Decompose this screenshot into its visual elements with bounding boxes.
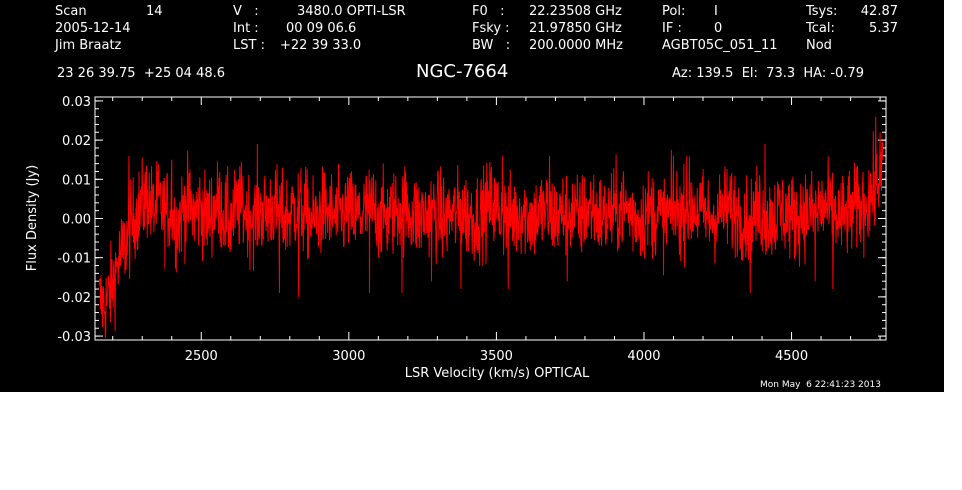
tcal-label: Tcal: bbox=[806, 21, 835, 36]
f0-label: F0 : bbox=[472, 4, 505, 19]
date-text: 2005-12-14 bbox=[55, 21, 131, 36]
y-tick-label: -0.03 bbox=[57, 330, 91, 345]
y-tick-label: -0.02 bbox=[57, 291, 91, 306]
y-axis-label: Flux Density (Jy) bbox=[25, 165, 40, 271]
y-tick-label: -0.01 bbox=[57, 252, 91, 267]
y-tick-label: 0.03 bbox=[62, 95, 91, 110]
y-tick-label: 0.02 bbox=[62, 134, 91, 149]
scan-label: Scan bbox=[55, 4, 87, 19]
x-tick-label: 3000 bbox=[332, 349, 365, 364]
observer-text: Jim Braatz bbox=[55, 38, 122, 53]
x-tick-label: 4000 bbox=[627, 349, 660, 364]
bw-label: BW : bbox=[472, 38, 511, 53]
int-value: 00 09 06.6 bbox=[286, 21, 357, 36]
project-id: AGBT05C_051_11 bbox=[662, 38, 778, 53]
spectrum-line bbox=[98, 116, 884, 339]
spectrum-chart: -0.03 -0.02 -0.01 0.00 0.01 0.02 0.03 2500 3000… bbox=[25, 95, 887, 381]
source-coords: 23 26 39.75 +25 04 48.6 bbox=[57, 66, 226, 81]
switching-mode: Nod bbox=[806, 38, 832, 53]
y-tick-label: 0.01 bbox=[62, 173, 91, 188]
y-tick-label: 0.00 bbox=[62, 213, 91, 228]
x-axis-label: LSR Velocity (km/s) OPTICAL bbox=[405, 366, 590, 381]
lst-label: LST : bbox=[233, 38, 265, 53]
pol-label: Pol: bbox=[662, 4, 686, 19]
az-el-ha: Az: 139.5 El: 73.3 HA: -0.79 bbox=[672, 66, 864, 81]
x-tick-label: 3500 bbox=[480, 349, 513, 364]
x-tick-label: 2500 bbox=[185, 349, 218, 364]
plot-timestamp: Mon May 6 22:41:23 2013 bbox=[760, 380, 881, 390]
bw-value: 200.0000 MHz bbox=[529, 38, 623, 53]
pol-value: I bbox=[714, 4, 718, 19]
f0-value: 22.23508 GHz bbox=[529, 4, 622, 19]
scan-value: 14 bbox=[146, 4, 163, 19]
if-value: 0 bbox=[714, 21, 723, 36]
lst-value: +22 39 33.0 bbox=[280, 38, 362, 53]
x-tick-label: 4500 bbox=[775, 349, 808, 364]
source-title: NGC-7664 bbox=[416, 61, 509, 82]
int-label: Int : bbox=[233, 21, 259, 36]
tsys-label: Tsys: bbox=[806, 4, 838, 19]
tsys-value: 42.87 bbox=[860, 4, 898, 19]
if-label: IF : bbox=[662, 21, 682, 36]
tcal-value: 5.37 bbox=[869, 21, 898, 36]
plot-frame bbox=[94, 96, 887, 341]
velocity-label: V : bbox=[233, 4, 259, 19]
velocity-value: 3480.0 OPTI-LSR bbox=[297, 4, 406, 19]
fsky-label: Fsky : bbox=[472, 21, 510, 36]
fsky-value: 21.97850 GHz bbox=[529, 21, 622, 36]
plot-window: Scan 14 2005-12-14 Jim Braatz V : 3480.0… bbox=[0, 0, 944, 392]
